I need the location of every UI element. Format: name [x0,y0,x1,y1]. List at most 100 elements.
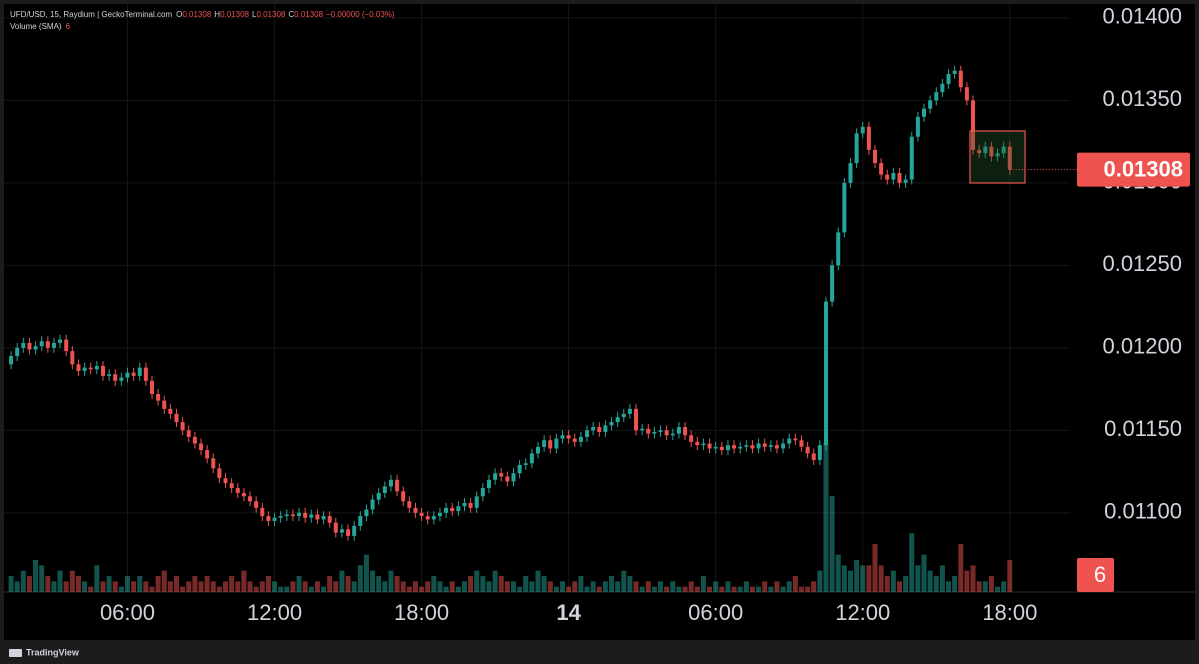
volume-bar [1001,581,1007,592]
volume-bar [731,586,737,592]
candle-body [658,430,663,432]
volume-bar [394,576,400,592]
volume-bar [743,581,749,592]
candle-body [58,339,63,343]
volume-bar [621,570,627,592]
candle-body [560,435,565,439]
candle-body [548,440,553,449]
ohlc-label: C [288,10,294,19]
candle-body [248,496,253,502]
candle-body [811,453,816,461]
candle-body [830,265,835,302]
volume-bar [590,581,596,592]
candle-body [621,413,626,418]
candle-body [211,458,216,469]
volume-bar [602,581,608,592]
volume-bar [805,586,811,592]
candle-body [695,441,700,446]
footer-logo [9,649,22,657]
volume-bar [492,570,498,592]
volume-bar [817,570,823,592]
x-tick-label: 06:00 [100,600,155,625]
volume-bar [486,581,492,592]
volume-bar [69,570,75,592]
volume-bar [897,581,903,592]
volume-bar [431,576,437,592]
candle-body [517,464,522,474]
volume-bar [167,581,173,592]
candle-body [9,356,14,365]
volume-bar [112,581,118,592]
volume-legend: Volume (SMA) 6 [10,22,71,31]
volume-bar [388,570,394,592]
candle-body [597,427,602,432]
candle-body [603,425,608,432]
volume-bar [578,576,584,592]
candle-body [382,486,387,494]
volume-bar [676,586,682,592]
volume-title: Volume (SMA) [10,22,62,31]
candle-body [719,446,724,451]
candle-body [860,126,865,134]
volume-bar [786,581,792,592]
volume-bar [847,570,853,592]
volume-bar [51,581,57,592]
volume-bar [382,581,388,592]
volume-bar [829,496,835,592]
volume-bar [290,581,296,592]
volume-bar [363,554,369,592]
candle-body [615,417,620,423]
volume-bar [700,576,706,592]
volume-bar [823,442,829,592]
ohlc-value: 0.01308 [182,10,211,19]
candle-body [903,179,908,183]
volume-bar [792,576,798,592]
volume-bar [443,586,449,592]
candle-body [897,172,902,183]
candle-body [958,70,963,88]
volume-bar [780,586,786,592]
candle-body [70,351,75,365]
candle-body [462,502,467,507]
volume-bar [216,586,222,592]
volume-bar [468,576,474,592]
candle-body [940,83,945,93]
candle-body [474,496,479,508]
volume-bar [327,576,333,592]
volume-bar [841,565,847,592]
candle-body [437,512,442,517]
volume-bar [890,570,896,592]
volume-bar [278,586,284,592]
volume-bar [933,576,939,592]
candles [9,65,1012,541]
volume-bar [296,576,302,592]
candle-body [278,516,283,518]
candle-body [989,146,994,157]
volume-bar [474,570,480,592]
candle-body [781,443,786,449]
volume-bar [376,576,382,592]
volume-bar [866,565,872,592]
volume-bar [45,576,51,592]
volume-bar [425,581,431,592]
volume-bar [707,586,713,592]
volume-bar [210,581,216,592]
candle-body [928,100,933,109]
volume-bar [541,576,547,592]
candle-body [333,522,338,533]
candle-body [554,438,559,449]
candle-body [352,526,357,536]
candle-body [88,367,93,370]
y-tick-label: 0.01400 [1102,4,1182,29]
candle-body [774,445,779,449]
candle-body [572,438,577,442]
candle-body [585,430,590,437]
volume-bar [658,581,664,592]
volume-bar [988,576,994,592]
candle-body [64,339,69,352]
volume-bar [412,581,418,592]
candle-body [468,502,473,508]
candle-body [566,435,571,439]
volume-bar [596,586,602,592]
volume-bar [749,586,755,592]
